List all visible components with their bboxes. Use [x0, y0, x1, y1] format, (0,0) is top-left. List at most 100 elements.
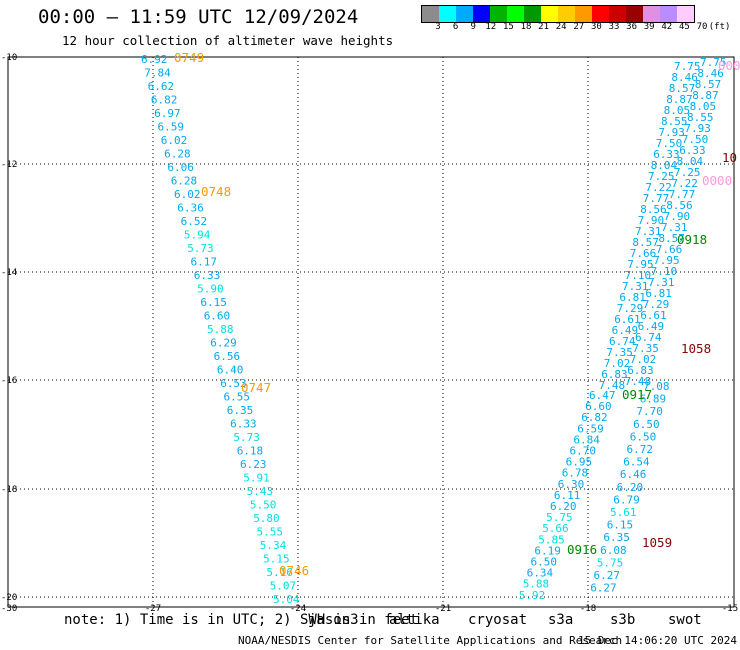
- swh-value: 6.49: [638, 320, 665, 333]
- color-scale-tick: 33: [608, 22, 620, 32]
- swh-value: 8.55: [687, 111, 714, 124]
- color-swatch: [643, 6, 660, 22]
- x-tick-label: -18: [580, 604, 596, 614]
- swh-value: 7.10: [651, 265, 678, 278]
- swh-value: 6.59: [577, 422, 604, 435]
- swh-value: 8.57: [658, 232, 685, 245]
- swh-value: 8.57: [632, 236, 659, 249]
- swh-value: 7.77: [669, 188, 696, 201]
- y-tick-label: -20: [1, 593, 17, 603]
- pass-time: 0000: [718, 58, 740, 73]
- color-swatch: [558, 6, 575, 22]
- legend-s3b: s3b: [610, 612, 636, 628]
- swh-value: 8.04: [651, 159, 678, 172]
- swh-value: 6.83: [627, 364, 654, 377]
- track-jason3: 6.927.846.626.826.976.596.026.286.066.28…: [141, 53, 300, 606]
- swh-value: 6.50: [633, 418, 660, 431]
- swh-value: 7.75: [700, 56, 727, 69]
- page-subtitle: 12 hour collection of altimeter wave hei…: [62, 33, 394, 48]
- swh-value: 8.56: [666, 199, 693, 212]
- swh-value: 5.50: [250, 499, 277, 512]
- swh-value: 7.90: [664, 210, 691, 223]
- color-scale-tick: 36: [626, 22, 638, 32]
- swh-value: 6.36: [177, 202, 204, 215]
- swh-value: 6.35: [603, 531, 630, 544]
- swh-value: 8.55: [661, 115, 688, 128]
- color-scale-bar: [421, 5, 695, 23]
- swh-value: 6.11: [554, 489, 581, 502]
- swh-value: 6.40: [217, 364, 244, 377]
- color-swatch: [439, 6, 456, 22]
- swh-value: 6.79: [613, 493, 640, 506]
- axis-labels: -27 -24 -21 -18 -15 -10 -12 -14 -16 -18 -20-30: [1, 53, 738, 614]
- swh-value: 6.62: [148, 80, 175, 93]
- swh-value: 6.81: [645, 287, 672, 300]
- swh-value: 7.95: [653, 254, 680, 267]
- swh-value: 6.47: [589, 389, 616, 402]
- track-sat-b: 7.086.897.706.506.506.726.546.466.206.79…: [590, 380, 669, 595]
- swh-value: 6.06: [167, 161, 194, 174]
- swh-value: 5.34: [260, 539, 287, 552]
- swh-value: 6.28: [171, 175, 198, 188]
- swh-value: 8.05: [664, 104, 691, 117]
- footer-note: note: 1) Time is in UTC; 2) SWH is in fe…: [64, 612, 419, 628]
- color-swatch: [677, 6, 694, 22]
- swh-value: 6.35: [227, 404, 254, 417]
- swh-value: 6.95: [566, 456, 593, 469]
- track-dense-cluster: 7.757.758.468.468.578.578.878.878.058.05…: [599, 56, 727, 392]
- swh-value: 5.90: [197, 283, 224, 296]
- color-swatch: [473, 6, 490, 22]
- swh-value: 7.48: [625, 375, 652, 388]
- color-scale-tick: 18: [520, 22, 532, 32]
- x-tick-label: -15: [722, 604, 738, 614]
- swh-value: 6.92: [141, 53, 168, 66]
- swh-value: 6.15: [200, 296, 227, 309]
- swh-value: 5.75: [546, 511, 573, 524]
- color-swatch: [507, 6, 524, 22]
- swh-value: 6.72: [627, 443, 654, 456]
- legend-cryosat: cryosat: [468, 612, 528, 628]
- pass-time: 0917: [622, 387, 652, 402]
- swh-value: 6.59: [158, 121, 185, 134]
- swh-value: 8.57: [695, 78, 722, 91]
- swh-value: 7.29: [617, 302, 644, 315]
- swh-value: 5.66: [542, 522, 569, 535]
- swh-value: 5.15: [263, 553, 290, 566]
- lat-lon-grid: [8, 57, 734, 607]
- swh-value: 6.81: [619, 291, 646, 304]
- swh-value: 7.84: [144, 67, 171, 80]
- swh-value: 6.20: [617, 481, 644, 494]
- swh-value: 7.66: [630, 247, 657, 260]
- pass-time: 1058: [681, 341, 711, 356]
- y-tick-label: -16: [1, 376, 17, 386]
- swh-value: 6.33: [679, 144, 706, 157]
- swh-value: 8.87: [692, 89, 719, 102]
- color-scale-tick: 42: [661, 22, 673, 32]
- swh-value: 6.29: [210, 337, 237, 350]
- swh-value: 6.82: [151, 94, 178, 107]
- color-swatch: [524, 6, 541, 22]
- color-scale-ticks: 3 6 9 12 15 18 21 24 27 30 33 36 39 42 45 70 (ft): [421, 22, 740, 34]
- pass-time: 10: [722, 150, 737, 165]
- swh-value: 5.85: [538, 533, 565, 546]
- swh-value: 6.33: [194, 269, 221, 282]
- color-swatch: [592, 6, 609, 22]
- pass-time: 0748: [201, 184, 231, 199]
- swh-value: 7.35: [632, 342, 659, 355]
- color-swatch: [541, 6, 558, 22]
- swh-value: 7.22: [645, 181, 672, 194]
- swh-value: 7.75: [674, 60, 701, 73]
- swh-value: 7.22: [671, 177, 698, 190]
- swh-value: 6.15: [607, 519, 634, 532]
- y-tick-label: -12: [1, 160, 17, 170]
- color-swatch: [456, 6, 473, 22]
- swh-value: 6.34: [527, 567, 554, 580]
- swh-value: 6.82: [581, 411, 608, 424]
- swh-value: 6.28: [164, 148, 191, 161]
- swh-value: 5.61: [610, 506, 637, 519]
- color-scale-tick: 27: [573, 22, 585, 32]
- credit-timestamp: 15 Dec 14:06:20 UTC 2024: [578, 634, 737, 647]
- swh-value: 6.84: [573, 433, 600, 446]
- swh-value: 7.02: [604, 357, 631, 370]
